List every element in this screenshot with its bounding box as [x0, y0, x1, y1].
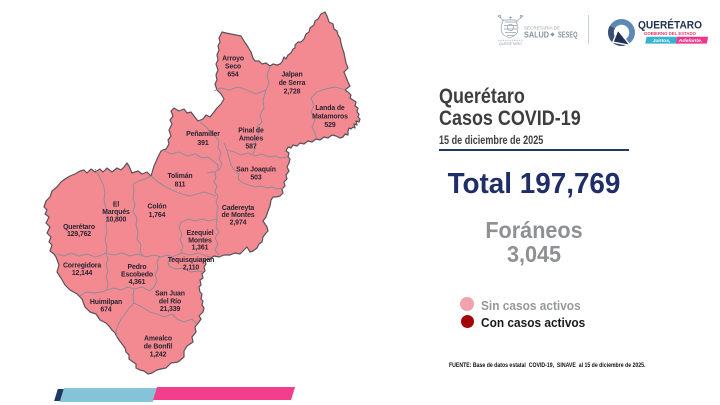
svg-text:Montes: Montes — [188, 237, 212, 244]
svg-text:Landa de: Landa de — [315, 105, 345, 112]
svg-text:Querétaro: Querétaro — [63, 224, 95, 231]
svg-text:129,762: 129,762 — [67, 231, 91, 238]
svg-text:Huimilpan: Huimilpan — [90, 299, 122, 306]
svg-text:SECRETARÍA DE: SECRETARÍA DE — [524, 26, 560, 31]
svg-text:Jalpan: Jalpan — [281, 71, 302, 78]
svg-text:674: 674 — [100, 306, 111, 313]
svg-text:Arroyo: Arroyo — [222, 55, 244, 62]
svg-text:GOBIERNO DEL ESTADO: GOBIERNO DEL ESTADO — [644, 31, 697, 36]
svg-text:Amoles: Amoles — [239, 135, 263, 142]
svg-text:2,728: 2,728 — [284, 88, 301, 95]
svg-text:de Montes: de Montes — [222, 212, 255, 219]
svg-text:Escobedo: Escobedo — [121, 271, 153, 278]
svg-text:San Juan: San Juan — [155, 290, 185, 297]
svg-text:Cadereyta: Cadereyta — [222, 205, 255, 212]
svg-text:Corregidora: Corregidora — [63, 262, 101, 269]
svg-text:Seco: Seco — [225, 63, 241, 70]
svg-text:Ezequiel: Ezequiel — [187, 230, 214, 237]
svg-text:12,144: 12,144 — [72, 270, 93, 277]
svg-text:Marqués: Marqués — [102, 209, 130, 216]
svg-text:San Joaquín: San Joaquín — [236, 166, 276, 173]
svg-text:1,242: 1,242 — [150, 351, 167, 358]
svg-text:de Bonfil: de Bonfil — [144, 343, 173, 350]
svg-text:1,361: 1,361 — [192, 244, 209, 251]
svg-text:654: 654 — [227, 71, 238, 78]
svg-text:de Serra: de Serra — [279, 80, 306, 87]
svg-text:QUERÉTARO: QUERÉTARO — [499, 41, 522, 46]
svg-text:QUERÉTARO: QUERÉTARO — [638, 19, 702, 32]
svg-text:SESEQ: SESEQ — [558, 30, 578, 39]
svg-text:2,974: 2,974 — [230, 219, 247, 226]
svg-text:Amealco: Amealco — [144, 335, 172, 342]
svg-text:Peñamiller: Peñamiller — [186, 131, 220, 138]
svg-text:2,110: 2,110 — [183, 264, 200, 271]
svg-text:Tolimán: Tolimán — [167, 173, 192, 180]
svg-text:529: 529 — [324, 122, 335, 129]
svg-text:811: 811 — [175, 181, 186, 188]
svg-text:1,764: 1,764 — [149, 212, 166, 219]
svg-text:Matamoros: Matamoros — [312, 113, 348, 120]
svg-text:587: 587 — [245, 143, 256, 150]
svg-text:Pinal de: Pinal de — [238, 127, 264, 134]
svg-text:21,339: 21,339 — [160, 306, 181, 313]
svg-text:Colón: Colón — [148, 203, 167, 210]
svg-text:SALUD: SALUD — [524, 30, 549, 39]
svg-text:Adelante.: Adelante. — [677, 38, 702, 44]
svg-text:Pedro: Pedro — [128, 264, 147, 271]
svg-text:391: 391 — [197, 140, 208, 147]
svg-text:4,361: 4,361 — [129, 279, 146, 286]
svg-text:Tequisquiapan: Tequisquiapan — [168, 257, 215, 264]
svg-text:503: 503 — [250, 174, 261, 181]
svg-text:El: El — [113, 201, 119, 208]
svg-text:Juntos,: Juntos, — [653, 38, 671, 44]
svg-text:10,800: 10,800 — [106, 216, 127, 223]
svg-text:del Río: del Río — [159, 298, 181, 305]
